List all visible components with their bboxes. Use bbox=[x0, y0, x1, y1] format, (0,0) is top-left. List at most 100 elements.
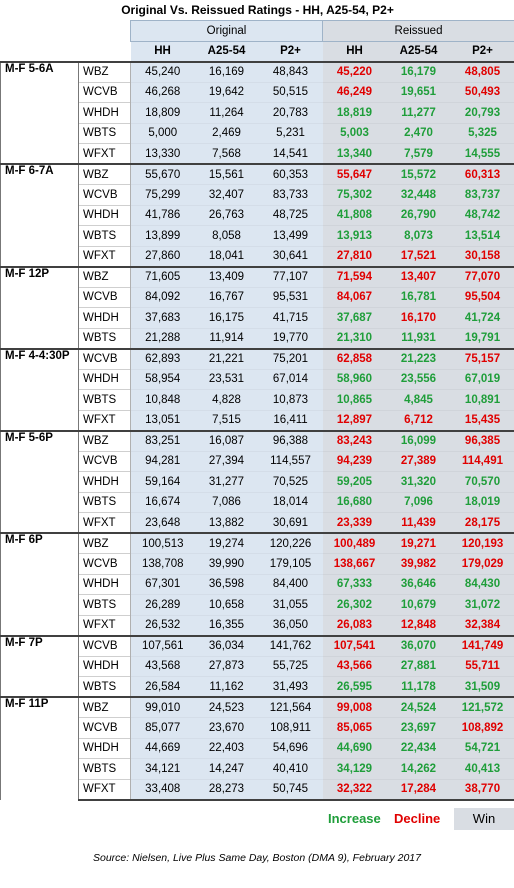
original-value-cell: 18,041 bbox=[194, 245, 259, 267]
original-value-cell: 83,251 bbox=[130, 429, 195, 451]
table-row: WFXT 33,408 28,273 50,745 32,322 17,284 38,770 bbox=[1, 778, 514, 801]
original-value-cell: 100,513 bbox=[130, 532, 195, 554]
legend-increase: Increase bbox=[328, 811, 381, 826]
original-value-cell: 36,050 bbox=[258, 614, 323, 636]
reissued-value-cell: 96,385 bbox=[450, 429, 514, 451]
station-cell: WBZ bbox=[78, 265, 131, 287]
reissued-value-cell: 84,067 bbox=[322, 286, 387, 308]
original-value-cell: 99,010 bbox=[130, 696, 195, 718]
station-cell: WBZ bbox=[78, 429, 131, 451]
original-value-cell: 37,683 bbox=[130, 307, 195, 328]
reissued-value-cell: 26,302 bbox=[322, 594, 387, 615]
reissued-value-cell: 54,721 bbox=[450, 737, 514, 759]
original-value-cell: 5,231 bbox=[258, 122, 323, 144]
original-value-cell: 21,288 bbox=[130, 327, 195, 349]
original-value-cell: 23,531 bbox=[194, 368, 259, 390]
station-cell: WCVB bbox=[78, 286, 131, 308]
table-row: WCVB 75,299 32,407 83,733 75,302 32,448 83,737 bbox=[1, 184, 514, 205]
original-value-cell: 50,515 bbox=[258, 81, 323, 103]
reissued-value-cell: 21,223 bbox=[386, 347, 451, 369]
reissued-value-cell: 13,514 bbox=[450, 225, 514, 246]
original-value-cell: 11,162 bbox=[194, 676, 259, 697]
original-value-cell: 75,299 bbox=[130, 184, 195, 205]
original-value-cell: 13,882 bbox=[194, 512, 259, 533]
original-value-cell: 7,086 bbox=[194, 491, 259, 513]
reissued-value-cell: 22,434 bbox=[386, 737, 451, 759]
table-row: WCVB 84,092 16,767 95,531 84,067 16,781 95,504 bbox=[1, 286, 514, 308]
reissued-value-cell: 16,099 bbox=[386, 429, 451, 451]
original-value-cell: 11,264 bbox=[194, 102, 259, 123]
original-value-cell: 13,899 bbox=[130, 225, 195, 246]
original-value-cell: 7,515 bbox=[194, 409, 259, 431]
original-value-cell: 84,400 bbox=[258, 573, 323, 595]
table-row: WHDH 18,809 11,264 20,783 18,819 11,277 20,793 bbox=[1, 102, 514, 123]
reissued-value-cell: 14,262 bbox=[386, 758, 451, 779]
original-value-cell: 36,034 bbox=[194, 634, 259, 656]
table-row: WHDH 43,568 27,873 55,725 43,566 27,881 55,711 bbox=[1, 655, 514, 677]
reissued-value-cell: 18,019 bbox=[450, 491, 514, 513]
reissued-value-cell: 13,913 bbox=[322, 225, 387, 246]
original-value-cell: 14,541 bbox=[258, 143, 323, 164]
original-value-cell: 77,107 bbox=[258, 265, 323, 287]
station-cell: WHDH bbox=[78, 471, 131, 492]
original-value-cell: 55,725 bbox=[258, 655, 323, 677]
original-value-cell: 26,763 bbox=[194, 204, 259, 226]
reissued-value-cell: 14,555 bbox=[450, 143, 514, 164]
table-row: M-F 4-4:30P WCVB 62,893 21,221 75,201 62,858 2… bbox=[0, 347, 514, 431]
reissued-value-cell: 37,687 bbox=[322, 307, 387, 328]
original-value-cell: 40,410 bbox=[258, 758, 323, 779]
original-value-cell: 46,268 bbox=[130, 81, 195, 103]
table-row: WBTS 16,674 7,086 18,014 16,680 7,096 18,019 bbox=[1, 491, 514, 513]
reissued-value-cell: 11,931 bbox=[386, 327, 451, 349]
table-row: WHDH 59,164 31,277 70,525 59,205 31,320 70,570 bbox=[1, 471, 514, 492]
reissued-value-cell: 67,333 bbox=[322, 573, 387, 595]
original-value-cell: 55,670 bbox=[130, 163, 195, 185]
original-value-cell: 107,561 bbox=[130, 634, 195, 656]
original-value-cell: 84,092 bbox=[130, 286, 195, 308]
original-value-cell: 121,564 bbox=[258, 696, 323, 718]
reissued-value-cell: 15,572 bbox=[386, 163, 451, 185]
table-row: M-F 11P WBZ 99,010 24,523 121,564 99,008 24,52… bbox=[0, 696, 514, 800]
original-value-cell: 13,051 bbox=[130, 409, 195, 431]
station-cell: WHDH bbox=[78, 368, 131, 390]
reissued-value-cell: 45,220 bbox=[322, 60, 387, 82]
original-value-cell: 16,355 bbox=[194, 614, 259, 636]
original-value-cell: 11,914 bbox=[194, 327, 259, 349]
original-value-cell: 10,873 bbox=[258, 389, 323, 410]
table-row: M-F 5-6P WBZ 83,251 16,087 96,388 83,243 16,09… bbox=[0, 429, 514, 533]
reissued-value-cell: 31,320 bbox=[386, 471, 451, 492]
reissued-value-cell: 32,322 bbox=[322, 778, 387, 801]
reissued-value-cell: 62,858 bbox=[322, 347, 387, 369]
reissued-value-cell: 75,302 bbox=[322, 184, 387, 205]
reissued-value-cell: 32,448 bbox=[386, 184, 451, 205]
column-header-row: HH A25-54 P2+ HH A25-54 P2+ bbox=[0, 41, 514, 62]
table-row: WFXT 13,051 7,515 16,411 12,897 6,712 15,435 bbox=[1, 409, 514, 431]
reissued-value-cell: 4,845 bbox=[386, 389, 451, 410]
reissued-value-cell: 108,892 bbox=[450, 717, 514, 738]
station-cell: WBZ bbox=[78, 696, 131, 718]
original-value-cell: 30,641 bbox=[258, 245, 323, 267]
table-row: WBTS 26,584 11,162 31,493 26,595 11,178 31,509 bbox=[1, 676, 514, 697]
station-cell: WBZ bbox=[78, 163, 131, 185]
original-value-cell: 10,848 bbox=[130, 389, 195, 410]
table-row: WFXT 27,860 18,041 30,641 27,810 17,521 30,158 bbox=[1, 245, 514, 267]
original-value-cell: 141,762 bbox=[258, 634, 323, 656]
reissued-value-cell: 50,493 bbox=[450, 81, 514, 103]
daypart-label: M-F 11P bbox=[0, 696, 79, 800]
original-value-cell: 16,674 bbox=[130, 491, 195, 513]
original-value-cell: 41,715 bbox=[258, 307, 323, 328]
station-cell: WBTS bbox=[78, 389, 131, 410]
reissued-value-cell: 23,556 bbox=[386, 368, 451, 390]
reissued-value-cell: 15,435 bbox=[450, 409, 514, 431]
reissued-value-cell: 75,157 bbox=[450, 347, 514, 369]
reissued-value-cell: 19,271 bbox=[386, 532, 451, 554]
reissued-value-cell: 13,407 bbox=[386, 265, 451, 287]
daypart-label: M-F 12P bbox=[0, 265, 79, 349]
station-cell: WHDH bbox=[78, 204, 131, 226]
original-value-cell: 14,247 bbox=[194, 758, 259, 779]
table-row: WHDH 41,786 26,763 48,725 41,808 26,790 48,742 bbox=[1, 204, 514, 226]
original-value-cell: 41,786 bbox=[130, 204, 195, 226]
reissued-value-cell: 23,339 bbox=[322, 512, 387, 533]
original-value-cell: 18,014 bbox=[258, 491, 323, 513]
